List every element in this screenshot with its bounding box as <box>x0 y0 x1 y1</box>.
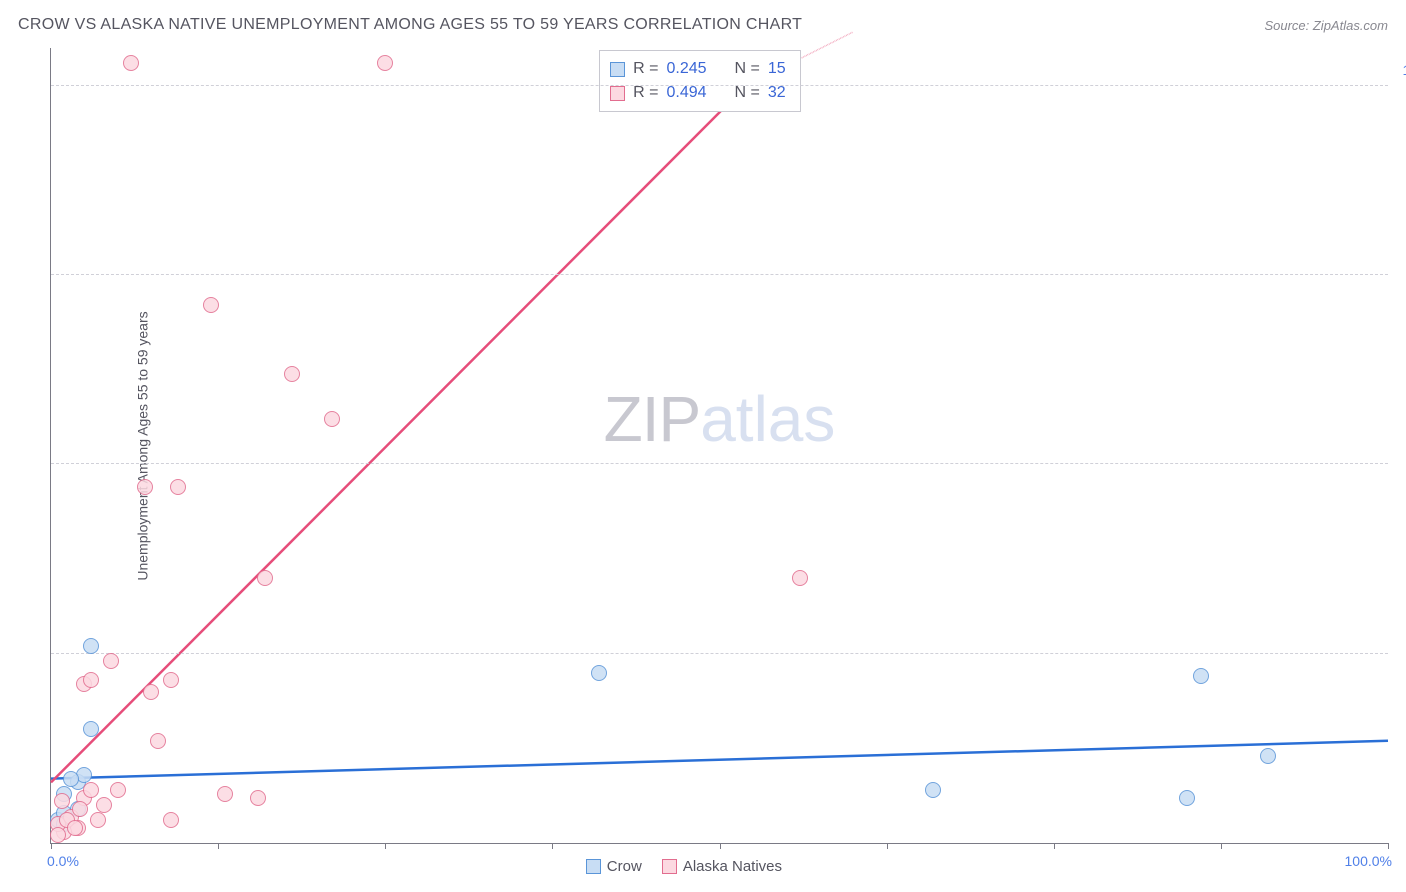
legend-label: Crow <box>607 858 642 875</box>
scatter-point-crow <box>925 782 941 798</box>
scatter-point-alaska <box>257 570 273 586</box>
legend-swatch-alaska <box>662 859 677 874</box>
x-tick <box>1388 843 1389 849</box>
scatter-point-alaska <box>50 827 66 843</box>
chart-header: CROW VS ALASKA NATIVE UNEMPLOYMENT AMONG… <box>18 10 1388 40</box>
scatter-point-alaska <box>284 366 300 382</box>
swatch-crow <box>610 62 625 77</box>
regression-line-alaska <box>51 86 746 783</box>
x-tick <box>720 843 721 849</box>
chart-title: CROW VS ALASKA NATIVE UNEMPLOYMENT AMONG… <box>18 16 802 34</box>
gridline <box>51 274 1388 275</box>
x-tick <box>552 843 553 849</box>
gridline <box>51 85 1388 86</box>
scatter-point-crow <box>83 638 99 654</box>
x-tick <box>1054 843 1055 849</box>
scatter-point-crow <box>1260 748 1276 764</box>
scatter-point-alaska <box>54 793 70 809</box>
legend-item-alaska: Alaska Natives <box>662 858 782 875</box>
x-tick <box>1221 843 1222 849</box>
gridline <box>51 653 1388 654</box>
scatter-point-alaska <box>72 801 88 817</box>
regression-lines-layer <box>51 48 1388 843</box>
stats-row-crow: R = 0.245N = 15 <box>610 57 786 81</box>
stats-box: R = 0.245N = 15R = 0.494N = 32 <box>599 50 801 112</box>
x-tick <box>887 843 888 849</box>
scatter-point-alaska <box>110 782 126 798</box>
scatter-point-alaska <box>123 55 139 71</box>
x-tick <box>218 843 219 849</box>
scatter-point-alaska <box>163 812 179 828</box>
scatter-point-crow <box>1179 790 1195 806</box>
scatter-point-alaska <box>792 570 808 586</box>
legend-label: Alaska Natives <box>683 858 782 875</box>
scatter-point-alaska <box>67 820 83 836</box>
legend: Crow Alaska Natives <box>586 858 782 875</box>
scatter-point-crow <box>591 665 607 681</box>
x-axis-start-label: 0.0% <box>47 853 79 869</box>
scatter-point-alaska <box>217 786 233 802</box>
scatter-point-crow <box>1193 668 1209 684</box>
plot-inner: ZIPatlas R = 0.245N = 15R = 0.494N = 32 … <box>50 48 1388 844</box>
legend-item-crow: Crow <box>586 858 642 875</box>
scatter-point-crow <box>83 721 99 737</box>
legend-swatch-crow <box>586 859 601 874</box>
swatch-alaska <box>610 86 625 101</box>
scatter-point-alaska <box>83 672 99 688</box>
scatter-point-alaska <box>163 672 179 688</box>
scatter-point-alaska <box>250 790 266 806</box>
gridline <box>51 463 1388 464</box>
x-tick <box>51 843 52 849</box>
scatter-point-alaska <box>203 297 219 313</box>
scatter-point-alaska <box>150 733 166 749</box>
scatter-point-alaska <box>377 55 393 71</box>
plot-area: ZIPatlas R = 0.245N = 15R = 0.494N = 32 … <box>50 48 1388 844</box>
regression-line-crow <box>51 741 1388 779</box>
scatter-point-alaska <box>103 653 119 669</box>
x-tick <box>385 843 386 849</box>
scatter-point-alaska <box>137 479 153 495</box>
scatter-point-alaska <box>90 812 106 828</box>
scatter-point-crow <box>63 771 79 787</box>
scatter-point-alaska <box>83 782 99 798</box>
x-axis-end-label: 100.0% <box>1345 853 1392 869</box>
y-tick-label: 100.0% <box>1403 62 1406 78</box>
scatter-point-alaska <box>96 797 112 813</box>
scatter-point-alaska <box>324 411 340 427</box>
chart-source: Source: ZipAtlas.com <box>1264 18 1388 33</box>
scatter-point-alaska <box>143 684 159 700</box>
scatter-point-alaska <box>170 479 186 495</box>
